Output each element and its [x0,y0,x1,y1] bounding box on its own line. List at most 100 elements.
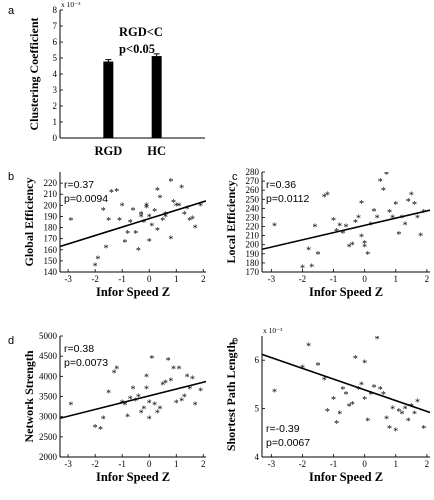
y-tick-label: 180 [44,223,58,233]
data-point: * [179,184,184,195]
data-point: * [182,393,187,404]
data-point: * [101,206,106,217]
data-point: * [325,191,330,202]
data-point: * [384,414,389,425]
x-tick-label: 0 [362,459,367,469]
bar-hc [151,56,162,138]
data-point: * [387,424,392,435]
panel-letter: e [232,335,238,347]
data-point: * [155,186,160,197]
annotation-line: p<0.05 [119,42,155,56]
data-point: * [347,402,352,413]
y-tick-label: 4000 [39,371,58,381]
data-point: * [112,368,117,379]
data-point: * [381,186,386,197]
data-point: * [393,200,398,211]
y-tick-label: 140 [44,267,58,277]
data-point: * [350,241,355,252]
x-tick-label: 0 [147,274,152,284]
data-point: * [347,243,352,254]
y-tick-label: 5 [53,53,58,63]
data-point: * [396,230,401,241]
data-point: * [359,233,364,244]
data-point: * [101,415,106,426]
data-point: * [412,200,417,211]
data-point: * [122,401,127,412]
data-point: * [106,216,111,227]
x-tick-label: 0 [147,459,152,469]
y-tick-label: 3 [53,85,58,95]
stat-p: p=0.0067 [266,437,310,449]
x-tick-label: -1 [118,459,126,469]
y-tick-label: 210 [44,189,58,199]
y-tick-label: 240 [246,203,260,213]
data-point: * [337,409,342,420]
data-point: * [95,255,100,266]
x-tick-label: 1 [394,459,399,469]
y-tick-label: 260 [246,185,260,195]
y-tick-label: 220 [44,178,58,188]
data-point: * [409,402,414,413]
data-point: * [168,235,173,246]
data-point: * [198,386,203,397]
data-point: * [68,216,73,227]
data-point: * [144,372,149,383]
y-tick-label: 2000 [39,452,58,462]
data-point: * [340,229,345,240]
data-point: * [152,401,157,412]
data-point: * [400,213,405,224]
regression-line [60,380,206,420]
y-tick-label: 230 [246,212,260,222]
data-point: * [406,197,411,208]
y-tick-label: 170 [44,234,58,244]
stat-r: r=-0.39 [266,423,300,435]
y-tick-label: 4500 [39,351,58,361]
data-point: * [114,187,119,198]
data-point: * [144,384,149,395]
data-point: * [179,397,184,408]
data-point: * [185,372,190,383]
data-point: * [356,385,361,396]
data-point: * [325,407,330,418]
y-axis-label: Local Efficiency [224,181,238,264]
panel-letter: c [232,171,238,183]
y-tick-label: 170 [246,267,260,277]
y-tick-label: 0 [53,133,58,143]
data-point: * [187,216,192,227]
bar-rgd [103,61,114,138]
data-point: * [93,423,98,434]
category-label: RGD [94,144,122,158]
panel-letter: d [8,335,14,347]
y-tick-label: 190 [246,249,260,259]
data-point: * [421,208,426,219]
data-point: * [160,216,165,227]
data-point: * [409,191,414,202]
data-point: * [155,409,160,420]
y-tick-label: 180 [246,258,260,268]
data-point: * [393,426,398,437]
data-point: * [158,194,163,205]
x-tick-label: -1 [330,459,338,469]
data-point: * [114,364,119,375]
data-point: * [403,405,408,416]
data-point: * [316,250,321,261]
category-label: HC [147,144,166,158]
data-point: * [387,208,392,219]
y-tick-label: 250 [246,194,260,204]
data-point: * [187,384,192,395]
stat-r: r=0.38 [64,343,94,355]
data-point: * [306,245,311,256]
stat-p: p=0.0112 [266,193,309,205]
panel-a: a 0 1 2 3 4 5 6 7 8x 10⁻³ Clustering Coefficient RG… [8,0,205,158]
data-point: * [117,216,122,227]
data-point: * [362,239,367,250]
data-point: * [272,388,277,399]
data-point: * [125,229,130,240]
y-exponent: x 10⁻³ [263,326,283,335]
data-point: * [412,409,417,420]
data-point: * [334,227,339,238]
data-point: * [136,393,141,404]
data-point: * [415,213,420,224]
data-point: * [375,334,380,345]
